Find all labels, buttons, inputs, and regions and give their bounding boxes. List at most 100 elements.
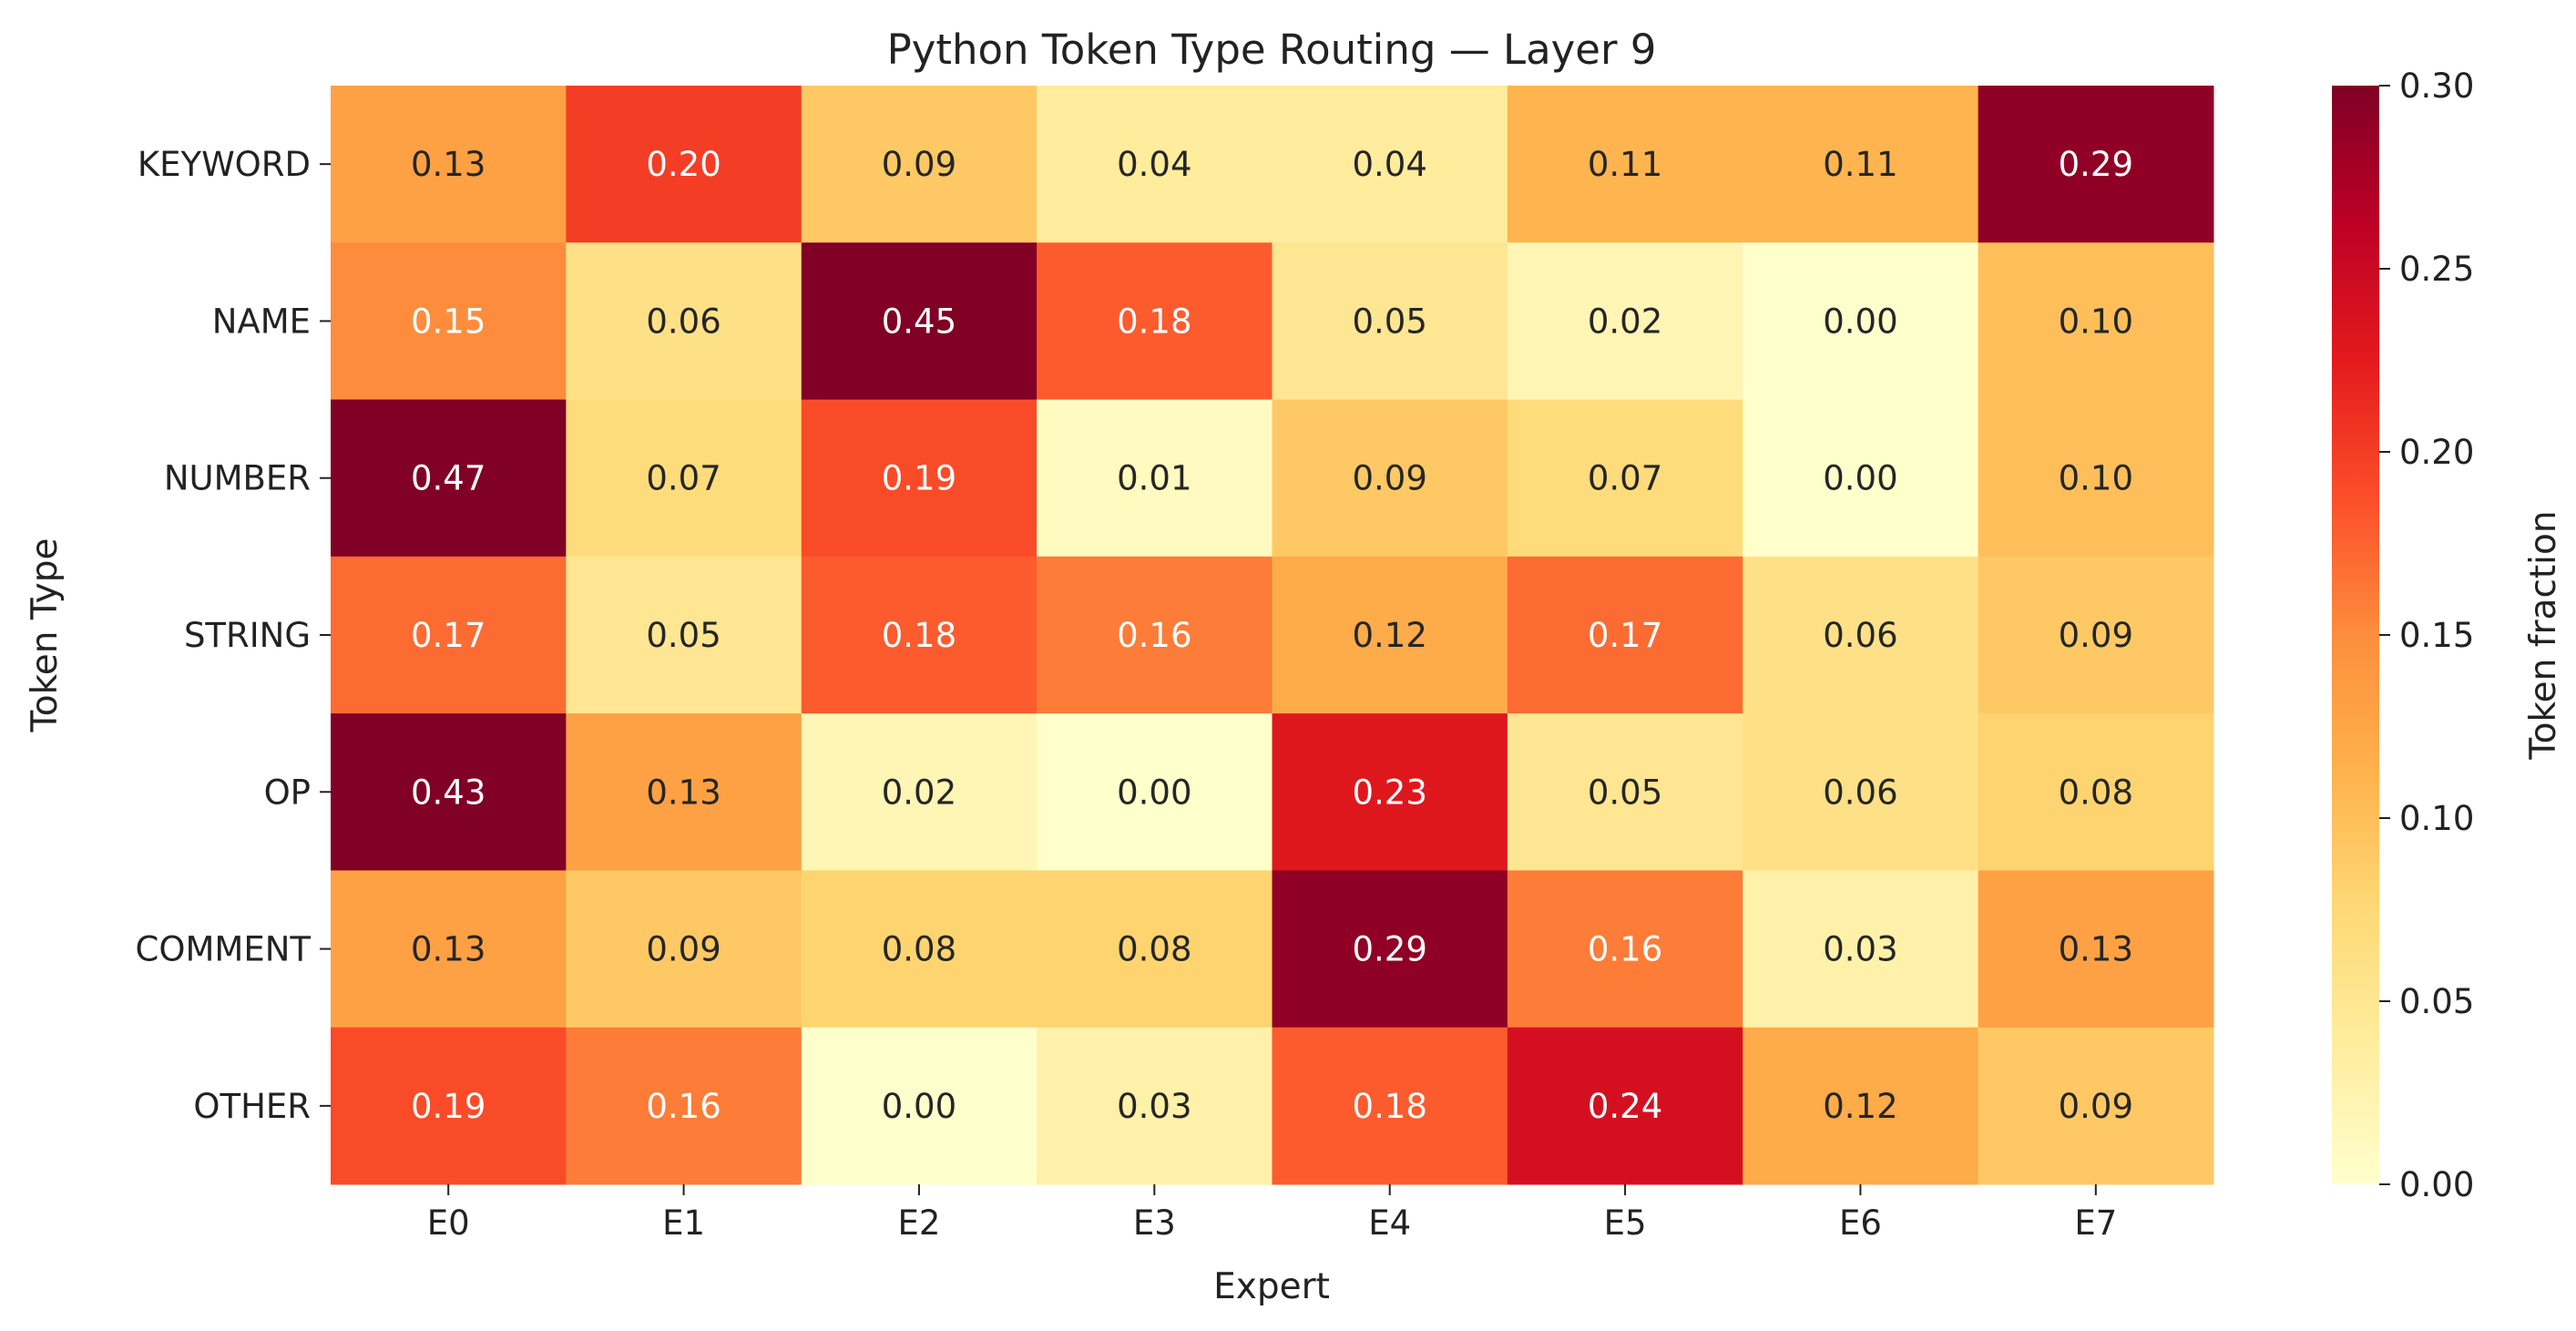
heatmap-cell <box>1272 86 1508 243</box>
colorbar <box>2332 86 2379 1184</box>
heatmap-cell <box>801 399 1038 558</box>
heatmap-cell <box>1037 399 1273 558</box>
cell-value-label: 0.08 <box>2059 773 2133 812</box>
cell-value-label: 0.05 <box>1352 302 1426 341</box>
cell-value-label: 0.06 <box>646 302 721 341</box>
cell-value-label: 0.03 <box>1117 1087 1191 1126</box>
colorbar-label: Token fraction <box>2523 510 2564 760</box>
cell-value-label: 0.08 <box>1117 930 1191 969</box>
heatmap-cell <box>1272 713 1508 871</box>
heatmap-cell <box>801 556 1038 714</box>
cell-value-label: 0.19 <box>882 459 956 498</box>
colorbar-tick-label: 0.30 <box>2399 67 2474 106</box>
heatmap-cell <box>566 713 802 871</box>
heatmap-cell <box>331 399 567 558</box>
heatmap-cell <box>1743 86 1979 243</box>
y-tick-label: OP <box>264 773 311 812</box>
y-axis-ticks: KEYWORD NAME NUMBER STRING OP COMMENT OTHER <box>136 145 331 1126</box>
x-tick-label: E0 <box>427 1203 470 1243</box>
colorbar-tick-label: 0.00 <box>2399 1165 2474 1204</box>
heatmap-cell <box>801 86 1038 243</box>
heatmap-cell <box>566 86 802 243</box>
heatmap-cell <box>331 242 567 401</box>
colorbar-tick-label: 0.15 <box>2399 616 2474 655</box>
cell-value-label: 0.47 <box>411 459 486 498</box>
heatmap-cell <box>331 713 567 871</box>
cell-value-label: 0.17 <box>1588 616 1662 655</box>
y-tick-label: NAME <box>212 302 311 341</box>
x-axis-ticks: E0 E1 E2 E3 E4 E5 E6 E7 <box>427 1184 2117 1243</box>
cell-value-label: 0.08 <box>882 930 956 969</box>
cell-value-label: 0.24 <box>1588 1087 1662 1126</box>
colorbar-tick-label: 0.10 <box>2399 799 2474 838</box>
heatmap-cell <box>801 713 1038 871</box>
cell-value-label: 0.45 <box>882 302 956 341</box>
y-tick-label: STRING <box>184 616 311 655</box>
cell-value-label: 0.00 <box>882 1087 956 1126</box>
cell-value-label: 0.29 <box>2059 145 2133 184</box>
heatmap-cell <box>1272 1027 1508 1185</box>
x-tick-label: E6 <box>1839 1203 1882 1243</box>
heatmap-cell <box>331 870 567 1029</box>
heatmap-cell <box>801 242 1038 401</box>
heatmap-cell <box>1978 1027 2214 1185</box>
heatmap-cell <box>1037 86 1273 243</box>
cell-value-label: 0.00 <box>1823 459 1897 498</box>
cell-value-label: 0.11 <box>1588 145 1662 184</box>
heatmap-cell <box>331 86 567 243</box>
heatmap-cell <box>566 399 802 558</box>
x-tick-label: E1 <box>662 1203 705 1243</box>
x-tick-label: E2 <box>897 1203 940 1243</box>
cell-value-label: 0.00 <box>1117 773 1191 812</box>
cell-value-label: 0.18 <box>882 616 956 655</box>
cell-value-label: 0.23 <box>1352 773 1426 812</box>
cell-value-label: 0.18 <box>1117 302 1191 341</box>
cell-value-label: 0.06 <box>1823 616 1897 655</box>
cell-value-label: 0.43 <box>411 773 486 812</box>
cell-value-label: 0.00 <box>1823 302 1897 341</box>
cell-value-label: 0.07 <box>646 459 721 498</box>
cell-value-label: 0.13 <box>411 930 486 969</box>
x-tick-label: E5 <box>1604 1203 1647 1243</box>
y-axis-label: Token Type <box>25 538 66 733</box>
heatmap-cell <box>1037 1027 1273 1185</box>
colorbar-tick-label: 0.20 <box>2399 433 2474 472</box>
heatmap-cell <box>1037 870 1273 1029</box>
cell-value-label: 0.12 <box>1352 616 1426 655</box>
cell-value-label: 0.29 <box>1352 930 1426 969</box>
cell-value-label: 0.16 <box>646 1087 721 1126</box>
heatmap-cell <box>1272 556 1508 714</box>
heatmap-cell <box>1743 870 1979 1029</box>
heatmap-cell <box>566 1027 802 1185</box>
chart-title: Python Token Type Routing — Layer 9 <box>887 26 1657 74</box>
heatmap-cell <box>1743 1027 1979 1185</box>
heatmap-cell <box>566 242 802 401</box>
y-tick-label: OTHER <box>193 1087 311 1126</box>
cell-value-label: 0.09 <box>1352 459 1426 498</box>
heatmap-cell <box>1978 399 2214 558</box>
cell-value-label: 0.09 <box>2059 616 2133 655</box>
y-tick-label: NUMBER <box>164 459 311 498</box>
cell-value-label: 0.17 <box>411 616 486 655</box>
heatmap-cell <box>1507 1027 1743 1185</box>
heatmap-cell <box>1978 870 2214 1029</box>
heatmap-cell <box>1978 556 2214 714</box>
heatmap-cell <box>566 870 802 1029</box>
cell-value-label: 0.07 <box>1588 459 1662 498</box>
heatmap-cell <box>1037 556 1273 714</box>
cell-value-label: 0.05 <box>646 616 721 655</box>
y-tick-label: COMMENT <box>136 930 312 969</box>
cell-value-label: 0.13 <box>411 145 486 184</box>
x-tick-label: E7 <box>2074 1203 2117 1243</box>
x-axis-label: Expert <box>1213 1266 1330 1307</box>
heatmap-cell <box>1507 713 1743 871</box>
cell-value-label: 0.02 <box>882 773 956 812</box>
heatmap-cells: 0.13 0.20 0.09 0.04 0.04 0.11 0.11 0.29 0.15 0.06… <box>331 86 2214 1185</box>
heatmap-cell <box>1272 399 1508 558</box>
heatmap-cell <box>1743 713 1979 871</box>
heatmap-cell <box>1507 242 1743 401</box>
y-tick-label: KEYWORD <box>138 145 311 184</box>
cell-value-label: 0.18 <box>1352 1087 1426 1126</box>
cell-value-label: 0.13 <box>2059 930 2133 969</box>
